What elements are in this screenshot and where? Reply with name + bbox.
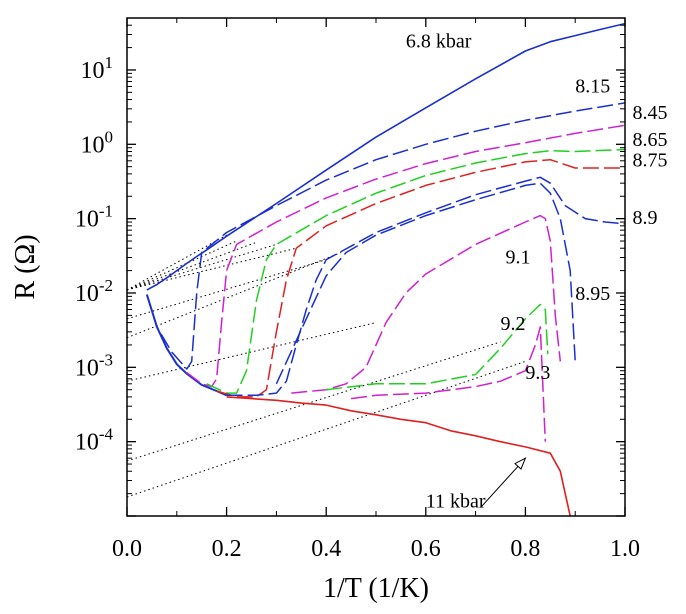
series-label-8-15: 8.15 bbox=[575, 75, 610, 97]
x-tick-label: 0.6 bbox=[411, 536, 441, 562]
y-tick-label: 101 bbox=[81, 53, 114, 84]
extrapolation-line-3 bbox=[127, 243, 277, 291]
extrapolation-line-5 bbox=[127, 259, 327, 320]
series-line-8-65 bbox=[206, 148, 625, 394]
y-tick-label: 10-1 bbox=[75, 202, 113, 233]
y-tick-label: 100 bbox=[81, 127, 114, 158]
y-axis: 101 100 10-1 10-2 10-3 10-4 bbox=[75, 17, 625, 517]
series-label-9-3: 9.3 bbox=[525, 362, 550, 384]
series-label-8-95: 8.95 bbox=[575, 283, 610, 305]
series-label-8-75: 8.75 bbox=[632, 150, 667, 172]
extrapolation-line-1 bbox=[127, 240, 237, 291]
plot-frame bbox=[126, 17, 626, 517]
x-axis-title: 1/T (1/K) bbox=[323, 573, 429, 604]
x-tick-label: 0.2 bbox=[212, 536, 242, 562]
y-tick-label: 10-2 bbox=[75, 276, 113, 307]
x-tick-label: 0.4 bbox=[311, 536, 341, 562]
series-label-9-2: 9.2 bbox=[501, 313, 526, 335]
series-label-8-45: 8.45 bbox=[632, 102, 667, 124]
series-label-6-8-kbar: 6.8 kbar bbox=[406, 31, 472, 53]
series-line-8-75 bbox=[216, 158, 625, 398]
y-tick-label: 10-4 bbox=[75, 425, 114, 456]
series-line-6-8-kbar bbox=[146, 22, 625, 291]
plot-content bbox=[127, 22, 625, 516]
y-tick-label: 10-3 bbox=[75, 350, 113, 381]
extrapolation-line-2 bbox=[127, 241, 257, 291]
x-tick-label: 0.0 bbox=[112, 536, 142, 562]
x-axis: 0.0 0.2 0.4 0.6 0.8 1.0 bbox=[112, 18, 640, 562]
extrapolation-line-4 bbox=[127, 247, 297, 291]
series-line-9-1 bbox=[291, 214, 562, 394]
series-label-9-1: 9.1 bbox=[505, 246, 530, 268]
x-tick-label: 1.0 bbox=[610, 536, 640, 562]
series-line-8-9 bbox=[226, 176, 625, 397]
extrapolation-line-0 bbox=[127, 234, 227, 291]
shared-low-temperature-curve bbox=[145, 294, 227, 397]
series-line-8-45 bbox=[186, 124, 625, 388]
series-line-8-95 bbox=[275, 182, 576, 385]
series-label-11-kbar: 11 kbar bbox=[426, 491, 486, 513]
series-line-9-2 bbox=[326, 303, 549, 391]
x-tick-label: 0.8 bbox=[510, 536, 540, 562]
extrapolation-line-8 bbox=[127, 341, 501, 462]
y-axis-title: R (Ω) bbox=[10, 234, 41, 299]
series-label-8-65: 8.65 bbox=[632, 129, 667, 151]
series-line-9-3 bbox=[351, 326, 547, 442]
series-line-11-kbar bbox=[226, 396, 572, 516]
annotation-arrow-head bbox=[514, 457, 527, 470]
extrapolation-line-9 bbox=[127, 360, 526, 498]
series-label-8-9: 8.9 bbox=[632, 207, 657, 229]
annotations: 6.8 kbar 8.15 8.45 8.658.75 8.9 9.1 8.95 9.2 9.3… bbox=[406, 31, 668, 513]
series-line-8-15 bbox=[146, 102, 625, 370]
